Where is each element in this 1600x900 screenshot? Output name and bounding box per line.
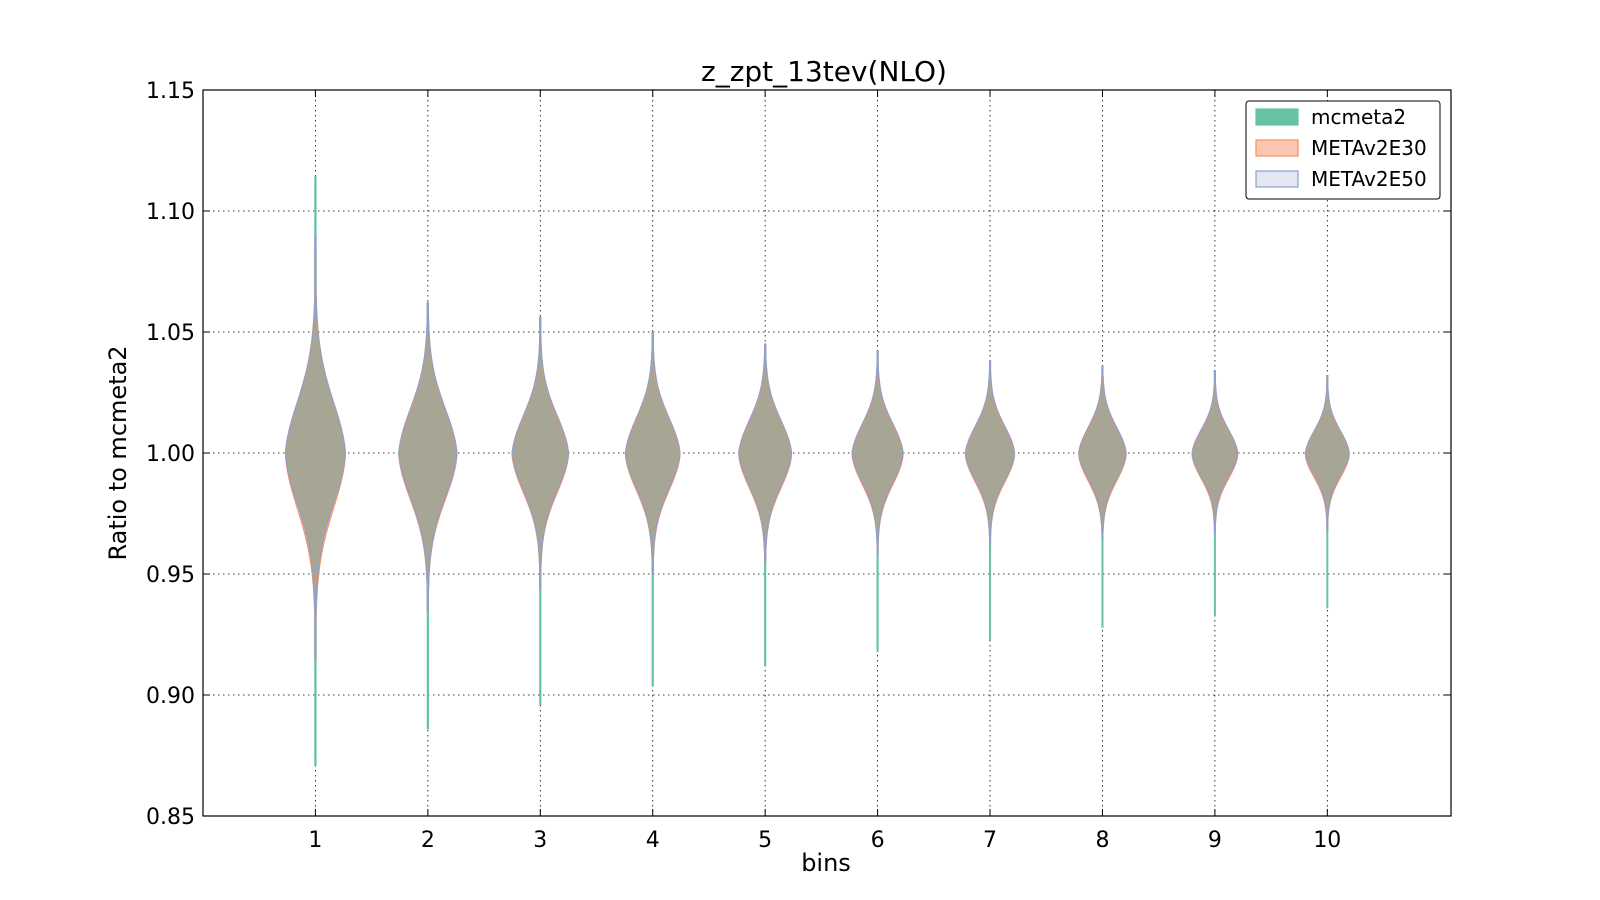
- x-tick-label: 1: [308, 828, 322, 853]
- x-tick-label: 8: [1095, 828, 1109, 853]
- x-tick-label: 7: [983, 828, 997, 853]
- x-axis-title: bins: [801, 849, 851, 877]
- series-METAv2E50: [284, 234, 1350, 660]
- legend-label-METAv2E30: METAv2E30: [1311, 136, 1427, 160]
- y-tick-label: 0.95: [146, 563, 195, 588]
- y-tick-label: 0.85: [146, 805, 195, 830]
- violin-METAv2E50-bin-1: [284, 234, 346, 660]
- legend-swatch-METAv2E30: [1255, 139, 1299, 157]
- violin-METAv2E50-bin-5: [738, 343, 793, 563]
- y-tick-label: 1.05: [146, 321, 195, 346]
- y-tick-label: 1.00: [146, 442, 195, 467]
- y-tick-label: 1.10: [146, 200, 195, 225]
- y-tick-label: 1.15: [146, 79, 195, 104]
- y-tick-label: 0.90: [146, 684, 195, 709]
- legend-swatch-mcmeta2: [1255, 108, 1299, 126]
- legend-label-mcmeta2: mcmeta2: [1311, 105, 1406, 129]
- y-axis-title: Ratio to mcmeta2: [104, 345, 132, 560]
- x-tick-label: 9: [1208, 828, 1222, 853]
- legend: mcmeta2 METAv2E30 METAv2E50: [1245, 100, 1441, 200]
- violin-METAv2E50-bin-7: [964, 360, 1016, 546]
- violin-METAv2E50-bin-9: [1191, 370, 1239, 534]
- violin-METAv2E50-bin-3: [511, 316, 570, 590]
- violin-METAv2E50-bin-2: [398, 302, 458, 611]
- legend-swatch-METAv2E50: [1255, 170, 1299, 188]
- x-tick-label: 10: [1313, 828, 1341, 853]
- x-tick-label: 4: [646, 828, 660, 853]
- x-tick-label: 2: [421, 828, 435, 853]
- x-tick-label: 5: [758, 828, 772, 853]
- violin-METAv2E50-bin-8: [1078, 365, 1127, 539]
- legend-label-METAv2E50: METAv2E50: [1311, 167, 1427, 191]
- violin-METAv2E50-bin-6: [851, 350, 904, 556]
- violin-layer: [284, 176, 1350, 766]
- violin-METAv2E50-bin-4: [624, 331, 681, 575]
- x-tick-label: 6: [871, 828, 885, 853]
- x-tick-label: 3: [533, 828, 547, 853]
- chart-title: z_zpt_13tev(NLO): [701, 55, 947, 88]
- violin-METAv2E50-bin-10: [1304, 375, 1350, 531]
- axis-ticks: 0.85 0.90 0.95 1.00 1.05 1.10 1.15 1 2 3 4 5 6 7 8 9 10: [146, 79, 1451, 853]
